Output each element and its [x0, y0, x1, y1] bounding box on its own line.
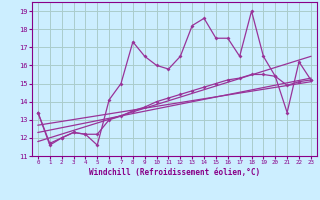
X-axis label: Windchill (Refroidissement éolien,°C): Windchill (Refroidissement éolien,°C)	[89, 168, 260, 177]
